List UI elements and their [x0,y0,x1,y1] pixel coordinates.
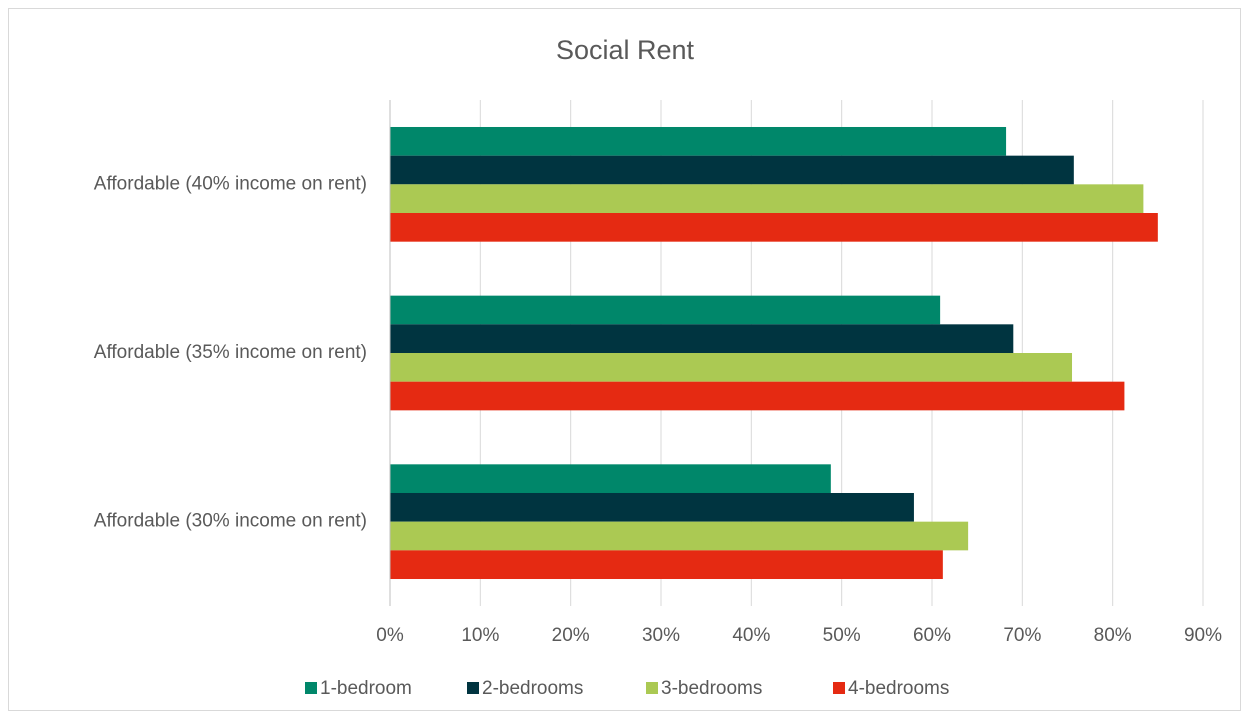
legend-swatch [646,682,658,694]
bar [390,295,941,325]
y-tick-label: Affordable (30% income on rent) [94,511,367,532]
bar [390,184,1144,214]
legend-swatch [833,682,845,694]
bar [390,464,831,493]
chart-title: Social Rent [556,35,695,65]
x-tick-label: 70% [1003,625,1041,646]
x-tick-label: 80% [1094,625,1132,646]
x-tick-label: 30% [642,625,680,646]
bar [390,492,914,522]
legend-swatch [467,682,479,694]
bar [390,213,1158,242]
y-tick-label: Affordable (35% income on rent) [94,342,367,363]
legend-swatch [305,682,317,694]
x-tick-label: 20% [552,625,590,646]
legend-label: 4-bedrooms [848,678,949,699]
bar [390,521,969,551]
bar [390,126,1007,156]
bar [390,353,1073,382]
x-tick-label: 40% [732,625,770,646]
x-tick-label: 60% [913,625,951,646]
x-tick-label: 0% [376,625,404,646]
legend-label: 2-bedrooms [482,678,583,699]
x-tick-label: 10% [461,625,499,646]
legend-label: 3-bedrooms [661,678,762,699]
bar [390,155,1074,185]
bar [390,324,1014,353]
legend-label: 1-bedroom [320,678,412,699]
x-tick-label: 50% [823,625,861,646]
x-tick-label: 90% [1184,625,1222,646]
bar [390,550,943,580]
bar [390,381,1125,411]
y-tick-label: Affordable (40% income on rent) [94,173,367,194]
